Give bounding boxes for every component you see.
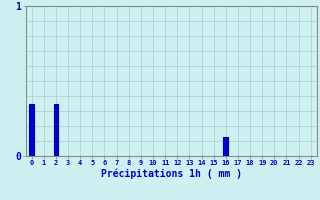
Bar [223, 137, 228, 156]
Bar [29, 104, 34, 156]
Bar [53, 104, 58, 156]
X-axis label: Précipitations 1h ( mm ): Précipitations 1h ( mm ) [101, 169, 242, 179]
